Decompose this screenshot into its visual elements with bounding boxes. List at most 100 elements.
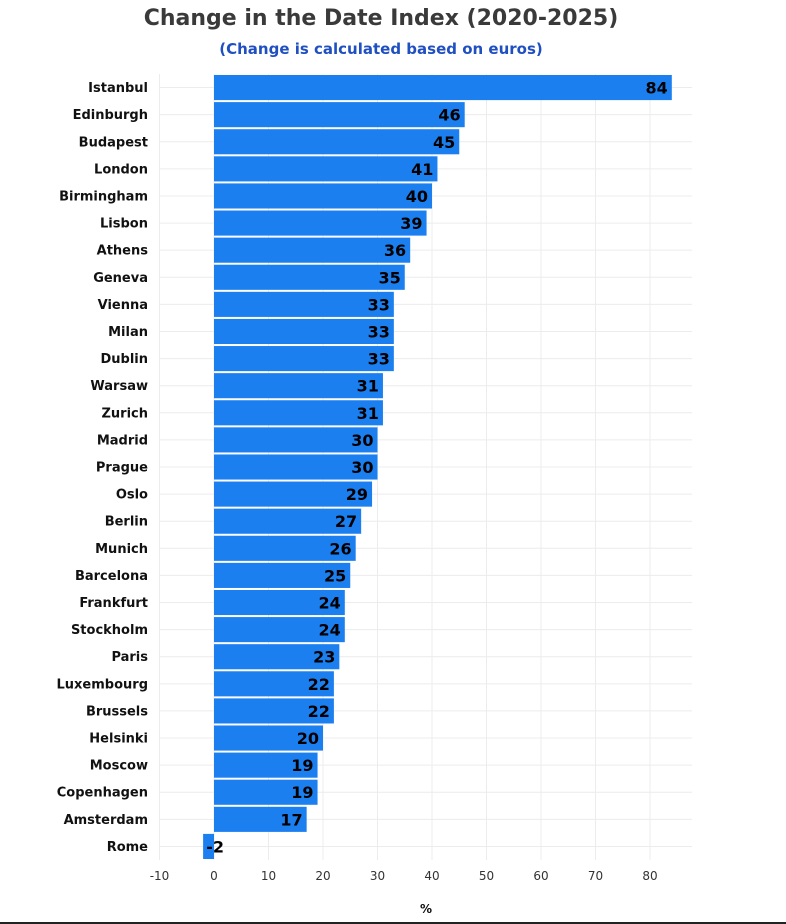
bar-moscow [214,752,318,778]
bar-helsinki [214,725,323,751]
category-label-zurich: Zurich [101,406,148,421]
bar-milan [214,318,394,345]
bar-budapest [214,129,460,155]
x-tick-label-7: 60 [533,869,548,883]
category-labels: Istanbul Edinburgh Budapest London Birmingha… [57,81,149,855]
category-label-dublin: Dublin [100,352,148,367]
value-label-helsinki: 20 [297,729,319,748]
category-label-oslo: Oslo [116,488,148,503]
bar-luxembourg [214,671,334,697]
category-label-birmingham: Birmingham [59,189,148,204]
bar-paris [214,644,340,670]
x-tick-label-3: 20 [315,869,330,883]
value-label-munich: 26 [329,539,351,558]
category-label-barcelona: Barcelona [75,569,148,584]
value-label-budapest: 45 [433,133,455,152]
bar-geneva [214,264,405,290]
bar-lisbon [214,210,427,236]
x-tick-label-5: 40 [424,869,439,883]
value-label-athens: 36 [384,241,406,260]
x-tick-label-9: 80 [642,869,657,883]
bar-brussels [214,698,334,724]
value-label-berlin: 27 [335,512,357,531]
bar-birmingham [214,183,432,209]
category-label-amsterdam: Amsterdam [64,813,148,828]
bar-munich [214,535,356,561]
bar-edinburgh [214,102,465,128]
bar-frankfurt [214,589,345,616]
value-label-frankfurt: 24 [319,594,341,613]
bar-vienna [214,291,394,317]
category-label-prague: Prague [96,461,148,476]
chart-title: Change in the Date Index (2020-2025) [144,6,619,31]
value-label-geneva: 35 [378,268,400,287]
bar-london [214,156,438,182]
bar-dublin [214,346,394,372]
category-label-rome: Rome [107,840,148,855]
value-label-paris: 23 [313,648,335,667]
bar-rome [203,833,214,859]
category-label-warsaw: Warsaw [90,379,148,394]
value-label-edinburgh: 46 [438,106,460,125]
x-tick-label-8: 70 [588,869,603,883]
value-label-istanbul: 84 [646,79,668,98]
category-label-paris: Paris [111,650,148,665]
bar-athens [214,237,411,263]
x-tick-label-2: 10 [261,869,276,883]
bar-istanbul [214,75,672,101]
category-label-edinburgh: Edinburgh [73,108,148,123]
bar-stockholm [214,617,345,643]
category-label-athens: Athens [97,244,149,259]
value-label-dublin: 33 [368,350,390,369]
category-label-helsinki: Helsinki [89,732,148,747]
category-label-istanbul: Istanbul [88,81,148,96]
value-label-oslo: 29 [346,485,368,504]
x-axis-ticks: -10 0 10 20 30 40 50 60 70 80 [150,869,658,883]
value-label-lisbon: 39 [400,214,422,233]
bar-prague [214,454,378,480]
category-label-copenhagen: Copenhagen [57,786,148,801]
bar-berlin [214,508,362,534]
category-label-london: London [94,162,148,177]
bar-amsterdam [214,806,307,832]
bar-madrid [214,427,378,453]
category-label-munich: Munich [95,542,148,557]
bottom-rule [0,922,786,924]
chart-subtitle: (Change is calculated based on euros) [219,40,543,58]
x-tick-label-0: -10 [150,869,170,883]
value-label-madrid: 30 [351,431,373,450]
bar-barcelona [214,562,351,588]
x-tick-label-1: 0 [210,869,218,883]
value-label-warsaw: 31 [357,377,379,396]
value-label-brussels: 22 [308,702,330,721]
x-tick-label-4: 30 [370,869,385,883]
bar-warsaw [214,373,383,399]
value-label-rome: -2 [206,837,224,856]
value-label-amsterdam: 17 [280,810,302,829]
category-label-milan: Milan [108,325,148,340]
category-label-geneva: Geneva [93,271,148,286]
value-label-vienna: 33 [368,295,390,314]
value-label-birmingham: 40 [406,187,428,206]
category-label-vienna: Vienna [98,298,148,313]
value-label-copenhagen: 19 [291,783,313,802]
bars [203,75,672,859]
bar-zurich [214,400,383,426]
value-label-moscow: 19 [291,756,313,775]
category-label-luxembourg: Luxembourg [57,677,149,692]
category-label-lisbon: Lisbon [100,217,148,232]
category-label-madrid: Madrid [97,433,148,448]
bar-oslo [214,481,373,507]
value-label-zurich: 31 [357,404,379,423]
bar-copenhagen [214,779,318,805]
value-label-barcelona: 25 [324,566,346,585]
category-label-brussels: Brussels [86,704,148,719]
category-label-frankfurt: Frankfurt [79,596,148,611]
x-axis-title: % [420,902,432,916]
category-label-moscow: Moscow [90,759,148,774]
x-tick-label-6: 50 [479,869,494,883]
value-label-milan: 33 [368,322,390,341]
value-label-luxembourg: 22 [308,675,330,694]
